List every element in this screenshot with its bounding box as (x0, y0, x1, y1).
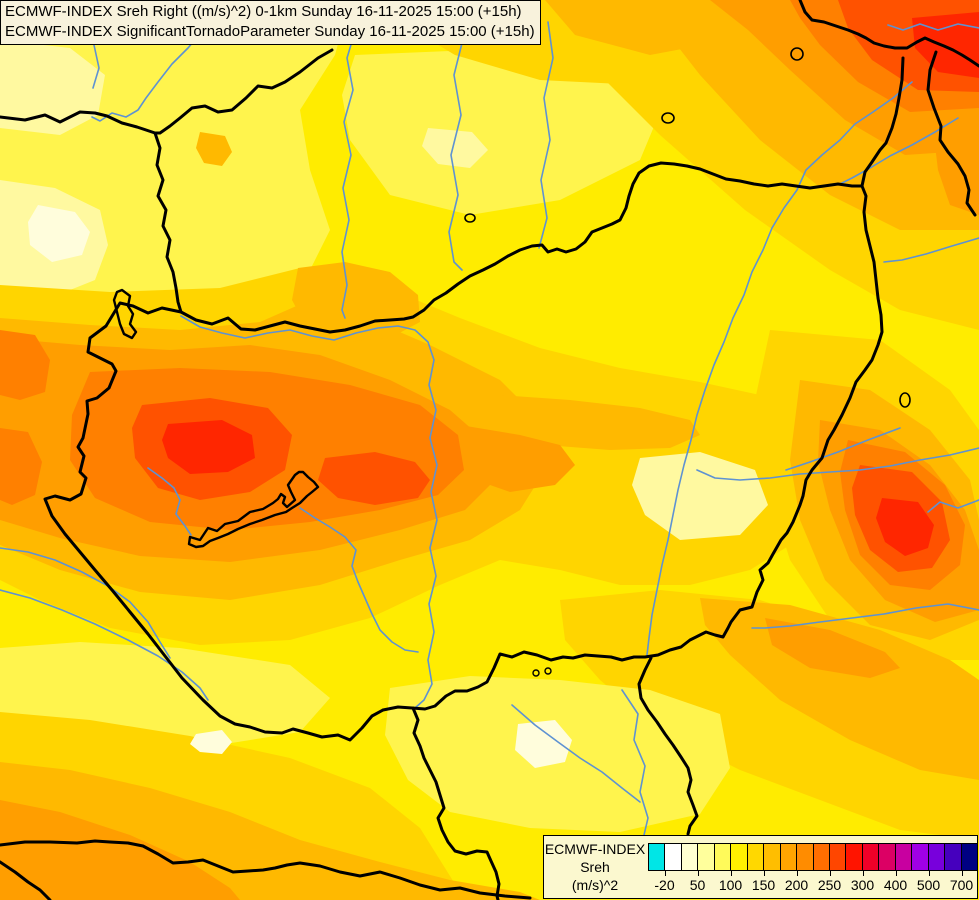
legend-color-cell (845, 843, 863, 871)
legend-tick-mark (829, 871, 831, 876)
small-lake (544, 667, 552, 675)
map-title-box: ECMWF-INDEX Sreh Right ((m/s)^2) 0-1km S… (0, 0, 541, 45)
legend-color-cell (960, 843, 979, 871)
small-lake (464, 213, 476, 223)
legend-color-cell (730, 843, 748, 871)
small-lake (661, 112, 675, 124)
legend-color-cell (812, 843, 830, 871)
legend-color-cell (713, 843, 732, 871)
legend-tick-value: 150 (751, 877, 776, 893)
map-title-line-1: ECMWF-INDEX Sreh Right ((m/s)^2) 0-1km S… (5, 3, 522, 20)
legend-tick-value: 700 (949, 877, 974, 893)
legend-tick-mark (664, 871, 666, 876)
legend-color-cell (828, 843, 847, 871)
legend-tick-value: -20 (654, 877, 675, 893)
legend-units: (m/s)^2 (571, 877, 619, 893)
legend-color-cell (878, 843, 896, 871)
legend-tick-value: 50 (689, 877, 706, 893)
legend-tick-mark (730, 871, 732, 876)
legend-tick-value: 250 (817, 877, 842, 893)
small-lake (790, 47, 804, 61)
legend-label-block: ECMWF-INDEX Sreh (m/s)^2 (544, 840, 646, 894)
legend-color-cell (664, 843, 682, 871)
legend-color-cell (746, 843, 765, 871)
legend-color-cell (697, 843, 715, 871)
legend-color-cell (680, 843, 699, 871)
small-lake (899, 392, 911, 408)
legend-tick-value: 300 (850, 877, 875, 893)
legend-color-cell (779, 843, 798, 871)
legend-color-cell (911, 843, 929, 871)
legend-tick-mark (763, 871, 765, 876)
legend-color-cell (648, 843, 666, 871)
legend-parameter-name: Sreh (580, 859, 610, 875)
legend-tick-mark (961, 871, 963, 876)
legend-colorbar (648, 843, 979, 871)
color-scale-legend: ECMWF-INDEX Sreh (m/s)^2 -20 50 100 150 200 2… (543, 835, 979, 899)
map-title-line-2: ECMWF-INDEX SignificantTornadoParameter … (5, 23, 535, 40)
contour-red-cores (162, 12, 979, 556)
legend-tick-value: 400 (883, 877, 908, 893)
contour-light-regions (0, 0, 665, 748)
legend-tick-mark (928, 871, 930, 876)
legend-color-cell (944, 843, 962, 871)
legend-color-cell (763, 843, 781, 871)
legend-color-cell (861, 843, 880, 871)
legend-tick-mark (697, 871, 699, 876)
legend-tick-labels: -20 50 100 150 200 250 300 400 500 700 (648, 871, 978, 897)
legend-tick-value: 100 (718, 877, 743, 893)
legend-color-cell (796, 843, 814, 871)
legend-tick-mark (862, 871, 864, 876)
legend-tick-value: 200 (784, 877, 809, 893)
legend-color-cell (894, 843, 913, 871)
legend-tick-value: 500 (916, 877, 941, 893)
legend-tick-mark (895, 871, 897, 876)
legend-color-cell (927, 843, 946, 871)
lake-balaton (187, 470, 320, 549)
legend-model-name: ECMWF-INDEX (544, 841, 646, 857)
contour-pale-patches (190, 452, 768, 832)
small-lake (532, 669, 540, 677)
legend-tick-mark (796, 871, 798, 876)
